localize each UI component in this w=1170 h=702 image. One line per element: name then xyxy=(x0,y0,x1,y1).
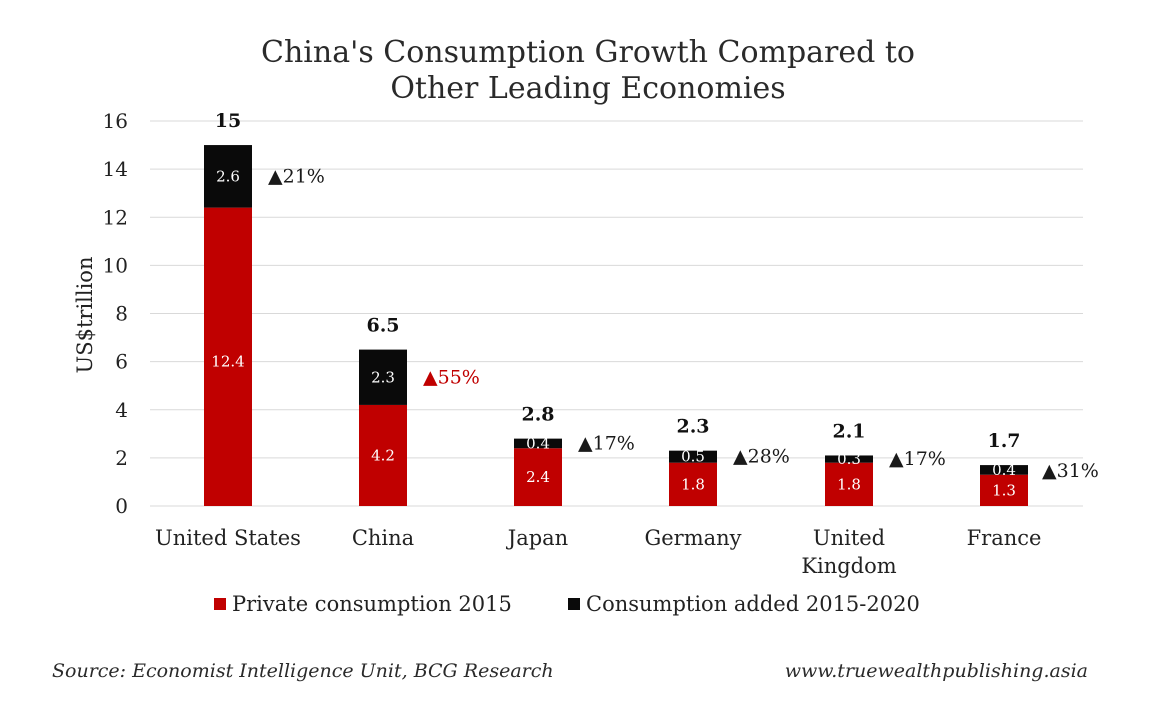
private-value-label: 12.4 xyxy=(211,353,244,371)
y-tick-label: 16 xyxy=(103,109,128,133)
bar-private-consumption xyxy=(359,404,407,506)
y-axis-ticks: 0 2 4 6 8 10 12 14 16 xyxy=(103,109,128,518)
bar-consumption-added xyxy=(359,349,407,405)
growth-percent-label: ▲17% xyxy=(578,432,635,454)
added-value-label: 0.4 xyxy=(526,434,550,452)
growth-percent-label: ▲28% xyxy=(733,446,790,468)
y-tick-label: 12 xyxy=(103,205,128,229)
y-tick-label: 2 xyxy=(115,446,128,470)
private-value-label: 2.4 xyxy=(526,468,550,486)
bar-consumption-added xyxy=(825,455,873,463)
total-value-label: 2.1 xyxy=(832,420,865,442)
total-value-label: 6.5 xyxy=(366,315,399,337)
bar-consumption-added xyxy=(980,465,1028,475)
y-tick-label: 14 xyxy=(103,157,128,181)
growth-percent-label: ▲55% xyxy=(423,366,480,388)
legend: Private consumption 2015 Consumption adde… xyxy=(214,592,920,616)
y-tick-label: 6 xyxy=(115,350,128,374)
x-category-label: Japan xyxy=(506,526,568,550)
added-value-label: 0.4 xyxy=(992,461,1016,479)
added-value-label: 2.6 xyxy=(216,167,240,185)
bar-private-consumption xyxy=(514,448,562,506)
bar-consumption-added xyxy=(204,145,252,208)
bar-consumption-added xyxy=(669,450,717,463)
data-labels: 12.4 2.6 15 ▲21% 4.2 2.3 6.5 ▲55% 2.4 0.4 2.8 ▲17% 1… xyxy=(211,110,1099,499)
bars xyxy=(204,145,1028,506)
chart-title: China's Consumption Growth Compared toOt… xyxy=(261,35,915,106)
added-value-label: 2.3 xyxy=(371,368,395,386)
x-category-label: United States xyxy=(155,526,301,550)
x-category-label: Kingdom xyxy=(801,554,896,578)
growth-percent-label: ▲21% xyxy=(268,165,325,187)
y-axis-label: US$trillion xyxy=(73,257,97,374)
added-value-label: 0.3 xyxy=(837,450,861,468)
total-value-label: 1.7 xyxy=(987,430,1020,452)
chart-title-line: Other Leading Economies xyxy=(390,71,785,106)
source-note: Source: Economist Intelligence Unit, BCG… xyxy=(52,660,554,682)
growth-percent-label: ▲31% xyxy=(1042,460,1099,482)
x-category-label: Germany xyxy=(644,526,741,550)
bar-consumption-added xyxy=(514,438,562,449)
bar-private-consumption xyxy=(825,462,873,506)
x-axis-categories: United States China Japan Germany United King… xyxy=(155,526,1041,578)
total-value-label: 2.8 xyxy=(521,404,554,426)
growth-percent-label: ▲17% xyxy=(889,448,946,470)
website-link[interactable]: www.truewealthpublishing.asia xyxy=(785,660,1088,682)
bar-private-consumption xyxy=(980,474,1028,506)
private-value-label: 1.8 xyxy=(681,475,705,493)
legend-label: Private consumption 2015 xyxy=(232,592,512,616)
total-value-label: 15 xyxy=(215,110,241,132)
private-value-label: 1.8 xyxy=(837,475,861,493)
y-tick-label: 4 xyxy=(115,398,128,422)
bar-private-consumption xyxy=(669,462,717,506)
gridlines xyxy=(150,120,1083,507)
y-tick-label: 10 xyxy=(103,253,128,277)
x-category-label: France xyxy=(967,526,1042,550)
y-tick-label: 8 xyxy=(115,302,128,326)
private-value-label: 1.3 xyxy=(992,481,1016,499)
legend-swatch xyxy=(568,598,580,610)
legend-label: Consumption added 2015-2020 xyxy=(586,592,920,616)
y-tick-label: 0 xyxy=(115,494,128,518)
private-value-label: 4.2 xyxy=(371,446,395,464)
x-category-label: United xyxy=(813,526,885,550)
added-value-label: 0.5 xyxy=(681,448,705,466)
legend-swatch xyxy=(214,598,226,610)
bar-private-consumption xyxy=(204,207,252,506)
x-category-label: China xyxy=(352,526,414,550)
chart-title-line: China's Consumption Growth Compared to xyxy=(261,35,915,70)
total-value-label: 2.3 xyxy=(676,416,709,438)
